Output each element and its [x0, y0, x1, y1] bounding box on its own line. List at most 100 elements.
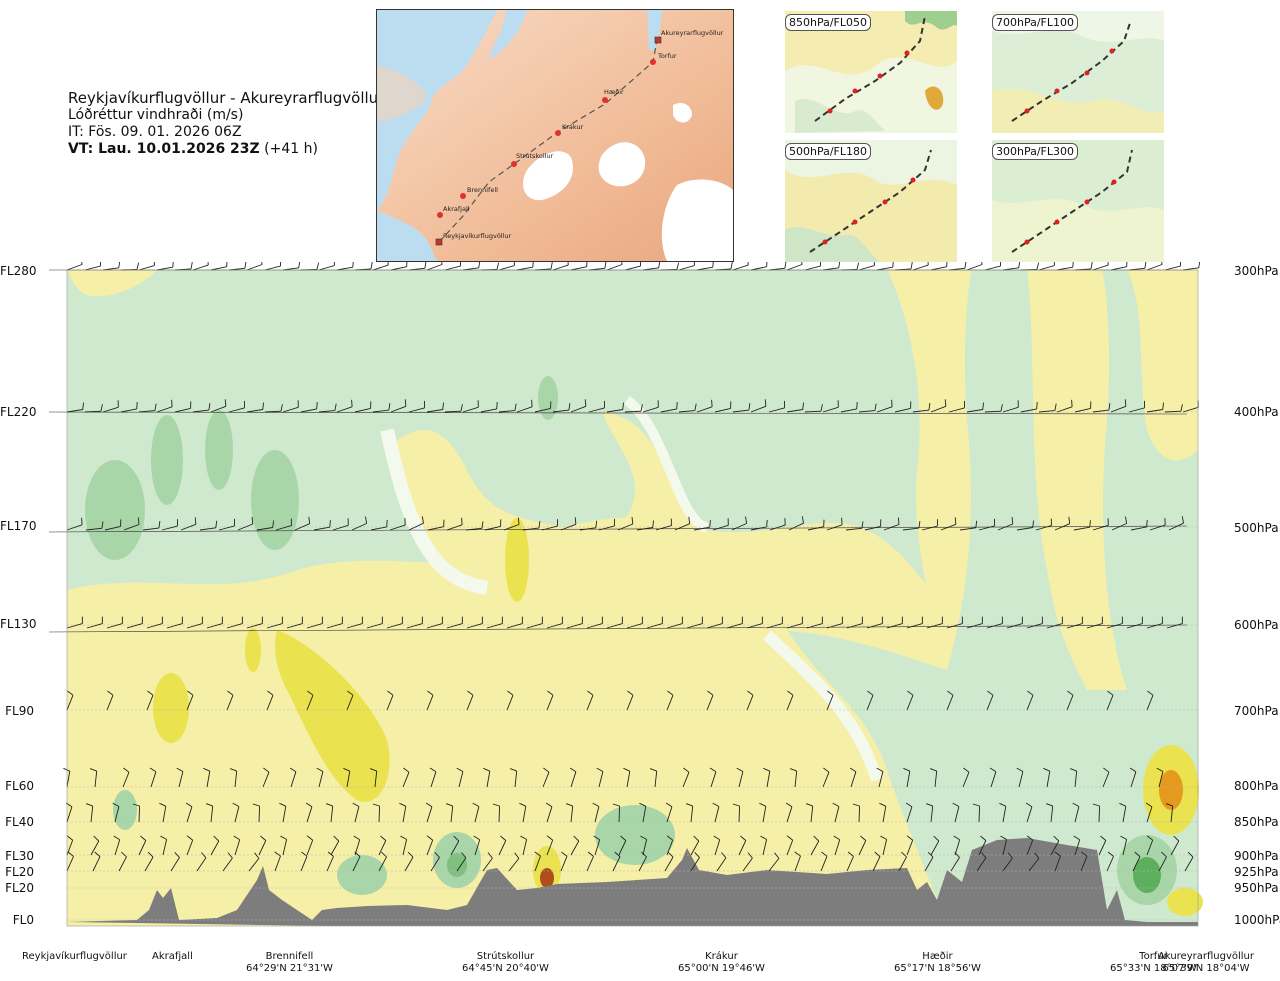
hpa-label-925: 925hPa [1234, 865, 1279, 879]
wind-barb [508, 858, 520, 872]
thumb-300hpa-svg [992, 140, 1164, 262]
wind-barb-feather [280, 404, 283, 412]
wind-barb-feather [67, 851, 74, 857]
wind-barb-feather [786, 835, 793, 841]
wind-barb [876, 266, 893, 271]
wind-barb [102, 267, 119, 271]
thumb-700hpa-svg [992, 11, 1164, 133]
wind-barb [826, 695, 834, 711]
wind-barb [286, 623, 303, 629]
wind-barb-feather [1007, 852, 1013, 859]
wind-barb [966, 264, 983, 271]
wind-barb-feather [954, 517, 957, 525]
wind-barb [174, 407, 191, 413]
wind-barb [732, 409, 749, 413]
wind-barb-feather [918, 521, 921, 529]
wind-barb-feather [509, 768, 517, 772]
wind-barb [579, 527, 596, 531]
wind-barb [144, 856, 154, 872]
wind-barb [162, 839, 168, 856]
map-marker-strutskollur [511, 161, 517, 167]
thumb-700hpa[interactable]: 700hPa/FL100 [992, 11, 1164, 133]
wind-barb-feather [1043, 767, 1050, 772]
wind-barb-feather [352, 802, 360, 807]
wind-barb [1002, 406, 1019, 413]
thumb-300hpa[interactable]: 300hPa/FL300 [992, 140, 1164, 262]
wind-barb [606, 264, 623, 271]
wind-barb [1132, 856, 1141, 872]
wind-barb [788, 522, 804, 531]
wind-barb [810, 840, 820, 856]
wind-barb [598, 525, 615, 531]
wind-barb [199, 527, 216, 531]
map-label-brennifell: Brennifell [467, 186, 498, 194]
wind-barb [426, 623, 443, 629]
wind-barb [450, 840, 460, 856]
wind-barb [104, 525, 121, 531]
wind-barb-feather [612, 803, 620, 807]
wind-barb [1166, 623, 1183, 629]
wind-barb [696, 406, 713, 413]
wind-barb-feather [1071, 399, 1073, 407]
wind-barb-feather [213, 835, 220, 842]
wind-barb-feather [298, 260, 301, 268]
wind-barb [626, 771, 631, 788]
thumb-500hpa[interactable]: 500hPa/FL180 [785, 140, 957, 262]
wind-barb-feather [801, 516, 804, 524]
wind-barb-feather [388, 403, 391, 411]
wind-barb-feather [532, 260, 534, 268]
wind-barb-feather [573, 835, 580, 842]
wind-barb-feather [80, 257, 83, 265]
wind-barb-glyphs [63, 257, 1201, 872]
wind-barb-feather [149, 767, 157, 773]
wind-barb-feather [584, 399, 587, 407]
thumb-850hpa[interactable]: 850hPa/FL050 [785, 11, 957, 133]
updraft-patch-4 [245, 628, 261, 672]
wind-barb-feather [254, 852, 260, 859]
wind-barb-feather [1144, 261, 1147, 269]
wind-barb [1130, 771, 1137, 788]
wind-barb [484, 525, 501, 531]
wind-barb [332, 524, 349, 531]
wind-barb [626, 623, 643, 629]
map-label-haedir: Hæðir [604, 88, 624, 96]
wind-barb-feather [550, 261, 553, 269]
wind-barb [1158, 771, 1164, 788]
wind-barb-feather [467, 690, 474, 696]
wind-barb-feather [365, 516, 368, 524]
wind-barb [106, 695, 114, 711]
wind-barb [1146, 806, 1153, 823]
wind-barb-feather [481, 521, 484, 529]
wind-barb-feather [407, 851, 414, 858]
wind-barb-feather [614, 851, 621, 857]
map-label-strutskollur: Strútskollur [516, 152, 554, 160]
wind-barb [498, 265, 515, 271]
wind-barb [402, 806, 407, 823]
wind-barb-feather [232, 802, 240, 807]
downdraft-patch-2 [151, 415, 183, 505]
wind-barb-feather [424, 261, 427, 269]
wind-barb [1098, 805, 1101, 823]
wind-barb [674, 523, 690, 531]
wind-barb-feather [227, 852, 233, 859]
wind-barb [498, 410, 515, 413]
wind-barb [921, 525, 938, 531]
wind-barb-feather [507, 690, 514, 696]
wind-barb-feather [1090, 261, 1093, 269]
neutral-edge-1 [380, 428, 489, 595]
wind-barb-feather [262, 402, 264, 410]
wind-barb [466, 695, 474, 711]
wind-barb-feather [587, 851, 594, 857]
wind-barb [746, 695, 754, 711]
wind-barb-feather [1162, 402, 1164, 410]
wind-barb [306, 695, 314, 711]
wind-barb [378, 805, 381, 823]
wind-barb [248, 858, 260, 872]
wind-barb-feather [903, 767, 910, 772]
wind-barb-feather [370, 261, 373, 269]
wind-barb-feather [215, 520, 218, 528]
wind-barb-feather [641, 851, 647, 858]
wind-barb [840, 408, 857, 413]
wind-barb [1066, 623, 1083, 629]
wind-barb-feather [667, 851, 674, 858]
